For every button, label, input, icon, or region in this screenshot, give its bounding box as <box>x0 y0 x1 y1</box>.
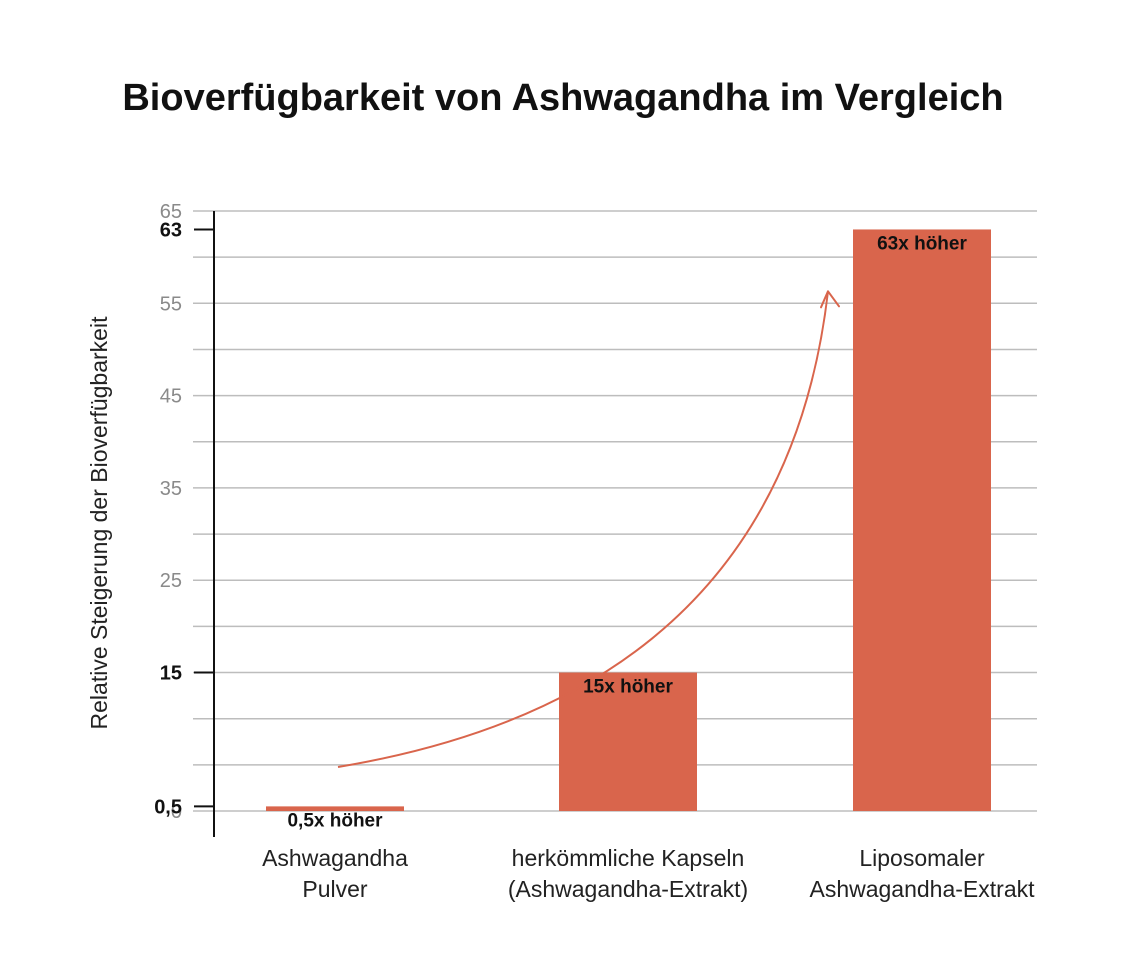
y-tick-label: 15 <box>160 663 182 685</box>
arrow-head <box>820 290 840 309</box>
category-label: Ashwagandha-Extrakt <box>809 876 1035 902</box>
y-tick-label: 0 <box>171 801 182 823</box>
y-tick-label: 45 <box>160 386 182 408</box>
chart-title: Bioverfügbarkeit von Ashwagandha im Verg… <box>122 77 1003 119</box>
bar-value-label: 0,5x höher <box>287 810 383 831</box>
bar <box>853 229 991 811</box>
category-label: herkömmliche Kapseln <box>512 845 745 871</box>
bar-value-label: 63x höher <box>877 233 967 254</box>
category-label: Liposomaler <box>859 845 985 871</box>
y-tick-label: 63 <box>160 219 182 241</box>
y-tick-label: 65 <box>160 201 182 223</box>
x-category-labels: Ashwagandha Pulver herkömmliche Kapseln (As… <box>262 845 1035 902</box>
bars <box>266 229 991 811</box>
growth-arrow <box>337 290 840 768</box>
y-tick-label: 55 <box>160 293 182 315</box>
bar-value-label: 15x höher <box>583 677 673 698</box>
y-tick-label: 35 <box>160 478 182 500</box>
y-axis <box>194 211 215 837</box>
y-tick-label: 0,5 <box>154 796 182 818</box>
category-label: Pulver <box>302 876 368 902</box>
bar-data-labels: 0,5x höher 15x höher 63x höher <box>287 233 967 831</box>
bar <box>266 806 404 811</box>
bar <box>559 672 697 811</box>
y-tick-label: 25 <box>160 570 182 592</box>
y-axis-label: Relative Steigerung der Bioverfügbarkeit <box>86 316 112 730</box>
category-label: (Ashwagandha-Extrakt) <box>508 876 748 902</box>
arrow-curve <box>337 291 829 768</box>
category-label: Ashwagandha <box>262 845 408 871</box>
